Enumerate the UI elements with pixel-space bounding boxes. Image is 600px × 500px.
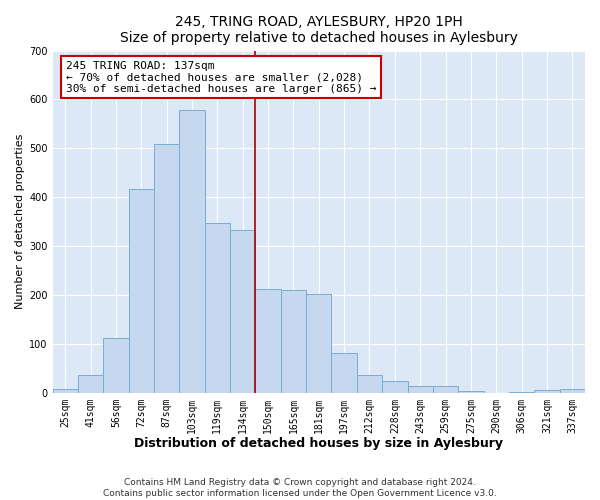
Bar <box>205 223 230 392</box>
Text: Contains HM Land Registry data © Crown copyright and database right 2024.
Contai: Contains HM Land Registry data © Crown c… <box>103 478 497 498</box>
Bar <box>53 389 78 392</box>
Bar <box>256 289 281 393</box>
Bar <box>154 144 179 392</box>
Title: 245, TRING ROAD, AYLESBURY, HP20 1PH
Size of property relative to detached house: 245, TRING ROAD, AYLESBURY, HP20 1PH Siz… <box>120 15 518 45</box>
Bar <box>560 390 585 392</box>
Bar <box>331 352 357 393</box>
Bar <box>78 374 103 392</box>
Bar <box>306 294 331 392</box>
Bar <box>281 290 306 392</box>
Bar <box>179 110 205 393</box>
Bar <box>128 190 154 392</box>
Bar <box>433 386 458 392</box>
Bar <box>407 386 433 392</box>
Bar <box>534 390 560 392</box>
X-axis label: Distribution of detached houses by size in Aylesbury: Distribution of detached houses by size … <box>134 437 503 450</box>
Bar <box>382 380 407 392</box>
Text: 245 TRING ROAD: 137sqm
← 70% of detached houses are smaller (2,028)
30% of semi-: 245 TRING ROAD: 137sqm ← 70% of detached… <box>66 61 376 94</box>
Bar <box>357 374 382 392</box>
Y-axis label: Number of detached properties: Number of detached properties <box>15 134 25 310</box>
Bar <box>230 230 256 392</box>
Bar <box>103 338 128 392</box>
